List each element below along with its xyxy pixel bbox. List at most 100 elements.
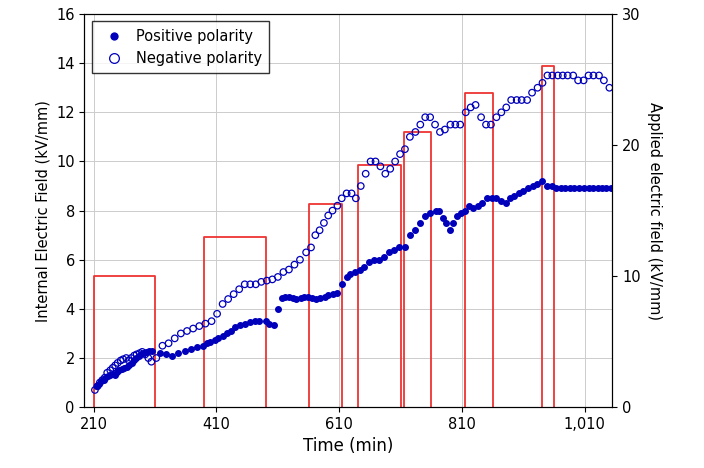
Negative polarity <box>346 190 357 197</box>
Negative polarity <box>125 354 137 362</box>
Negative polarity <box>604 84 615 91</box>
Positive polarity <box>389 246 400 254</box>
Positive polarity <box>249 317 260 325</box>
Positive polarity <box>394 244 405 251</box>
Positive polarity <box>146 347 158 354</box>
Positive polarity <box>154 349 165 357</box>
Positive polarity <box>106 370 118 378</box>
Positive polarity <box>94 380 105 388</box>
Positive polarity <box>523 185 534 192</box>
Positive polarity <box>569 185 580 192</box>
Positive polarity <box>596 185 608 192</box>
Positive polarity <box>126 359 137 367</box>
Negative polarity <box>434 128 446 136</box>
Negative polarity <box>360 170 371 177</box>
Positive polarity <box>138 349 149 357</box>
Positive polarity <box>337 280 348 288</box>
Negative polarity <box>194 322 205 330</box>
Negative polarity <box>593 72 605 79</box>
Positive polarity <box>486 195 497 202</box>
Positive polarity <box>451 212 463 219</box>
Negative polarity <box>410 128 421 136</box>
Positive polarity <box>217 332 228 340</box>
Negative polarity <box>327 207 338 214</box>
Positive polarity <box>518 187 529 195</box>
Positive polarity <box>592 185 603 192</box>
Positive polarity <box>179 347 190 354</box>
Positive polarity <box>404 231 415 239</box>
Positive polarity <box>307 294 318 301</box>
Negative polarity <box>294 256 306 263</box>
Negative polarity <box>365 158 376 165</box>
Negative polarity <box>511 96 522 104</box>
Negative polarity <box>425 113 436 121</box>
Positive polarity <box>587 185 598 192</box>
Positive polarity <box>283 293 294 300</box>
Negative polarity <box>562 72 573 79</box>
Positive polarity <box>574 185 585 192</box>
Negative polarity <box>375 162 386 170</box>
Negative polarity <box>491 113 502 121</box>
Positive polarity <box>268 321 279 329</box>
Negative polarity <box>239 280 251 288</box>
Negative polarity <box>110 362 121 369</box>
Negative polarity <box>123 357 134 364</box>
Negative polarity <box>256 278 267 285</box>
Positive polarity <box>455 209 467 217</box>
Negative polarity <box>200 320 211 328</box>
Negative polarity <box>532 84 543 91</box>
Positive polarity <box>472 202 484 210</box>
Negative polarity <box>163 339 174 347</box>
Negative polarity <box>151 354 162 362</box>
Positive polarity <box>578 185 589 192</box>
Negative polarity <box>522 96 533 104</box>
Negative polarity <box>318 219 329 227</box>
Negative polarity <box>501 104 512 111</box>
Positive polarity <box>322 292 334 299</box>
Negative polarity <box>143 354 154 362</box>
Negative polarity <box>445 121 456 128</box>
Positive polarity <box>369 256 380 263</box>
Positive polarity <box>272 305 284 313</box>
Negative polarity <box>379 170 391 177</box>
Positive polarity <box>291 295 302 303</box>
Negative polarity <box>470 101 482 109</box>
Negative polarity <box>465 104 477 111</box>
Negative polarity <box>505 96 517 104</box>
Positive polarity <box>441 219 452 227</box>
Negative polarity <box>485 121 496 128</box>
Negative polarity <box>314 227 325 234</box>
Positive polarity <box>448 219 459 227</box>
Negative polarity <box>92 382 103 390</box>
Negative polarity <box>289 261 300 268</box>
Negative polarity <box>415 121 426 128</box>
Negative polarity <box>139 351 151 358</box>
Negative polarity <box>429 121 441 128</box>
Negative polarity <box>101 369 113 376</box>
Negative polarity <box>137 348 148 356</box>
Positive polarity <box>298 293 310 300</box>
Positive polarity <box>205 338 216 346</box>
Positive polarity <box>167 352 178 359</box>
Positive polarity <box>128 357 139 364</box>
Negative polarity <box>480 121 491 128</box>
Negative polarity <box>261 277 272 285</box>
Positive polarity <box>384 249 395 256</box>
Positive polarity <box>491 195 502 202</box>
Positive polarity <box>605 185 616 192</box>
Negative polarity <box>542 72 553 79</box>
Positive polarity <box>96 378 107 385</box>
Negative polarity <box>336 195 347 202</box>
Positive polarity <box>287 294 298 301</box>
Negative polarity <box>598 77 610 84</box>
Negative polarity <box>527 89 538 96</box>
Positive polarity <box>541 182 553 190</box>
Negative polarity <box>547 72 558 79</box>
Negative polarity <box>129 352 140 359</box>
Negative polarity <box>267 276 278 283</box>
Positive polarity <box>197 342 208 350</box>
Positive polarity <box>536 177 548 185</box>
Positive polarity <box>415 219 426 227</box>
Positive polarity <box>230 323 241 331</box>
Positive polarity <box>172 349 184 357</box>
